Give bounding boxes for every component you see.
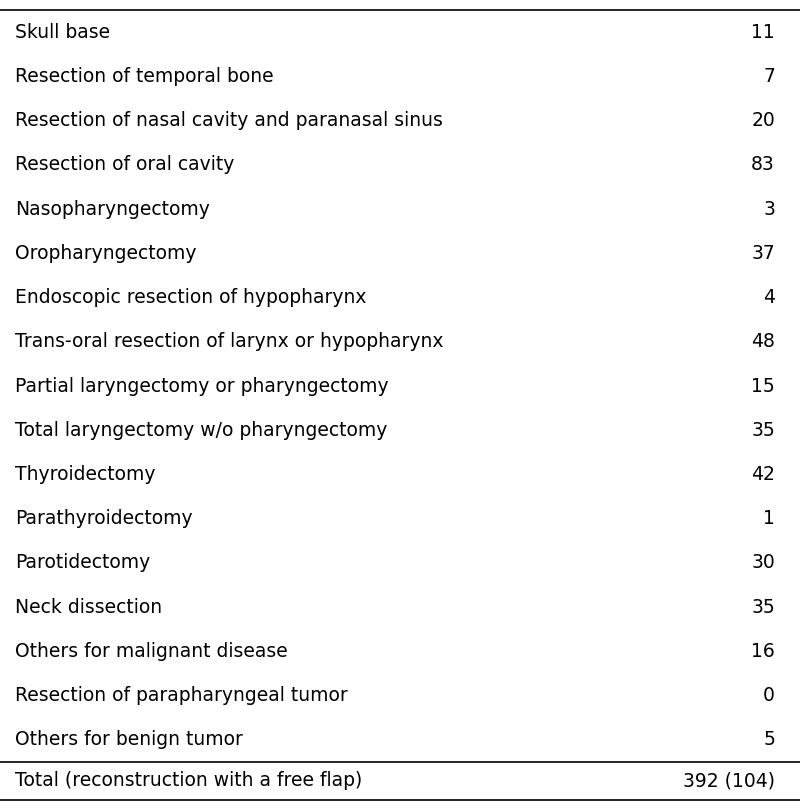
Text: Resection of nasal cavity and paranasal sinus: Resection of nasal cavity and paranasal …	[15, 111, 443, 130]
Text: 7: 7	[763, 67, 775, 86]
Text: Resection of parapharyngeal tumor: Resection of parapharyngeal tumor	[15, 686, 348, 706]
Text: Parathyroidectomy: Parathyroidectomy	[15, 509, 193, 528]
Text: 30: 30	[751, 553, 775, 573]
Text: 11: 11	[751, 23, 775, 41]
Text: 35: 35	[751, 420, 775, 440]
Text: 16: 16	[751, 642, 775, 661]
Text: 83: 83	[751, 156, 775, 174]
Text: 4: 4	[763, 288, 775, 307]
Text: Neck dissection: Neck dissection	[15, 598, 162, 616]
Text: 20: 20	[751, 111, 775, 130]
Text: Skull base: Skull base	[15, 23, 110, 41]
Text: Trans-oral resection of larynx or hypopharynx: Trans-oral resection of larynx or hypoph…	[15, 332, 443, 352]
Text: Nasopharyngectomy: Nasopharyngectomy	[15, 199, 210, 219]
Text: Resection of temporal bone: Resection of temporal bone	[15, 67, 274, 86]
Text: Partial laryngectomy or pharyngectomy: Partial laryngectomy or pharyngectomy	[15, 377, 389, 395]
Text: 15: 15	[751, 377, 775, 395]
Text: Others for benign tumor: Others for benign tumor	[15, 731, 243, 749]
Text: Thyroidectomy: Thyroidectomy	[15, 465, 155, 484]
Text: 5: 5	[763, 731, 775, 749]
Text: Total laryngectomy w/o pharyngectomy: Total laryngectomy w/o pharyngectomy	[15, 420, 387, 440]
Text: 35: 35	[751, 598, 775, 616]
Text: 392 (104): 392 (104)	[683, 771, 775, 791]
Text: Endoscopic resection of hypopharynx: Endoscopic resection of hypopharynx	[15, 288, 366, 307]
Text: 3: 3	[763, 199, 775, 219]
Text: 0: 0	[763, 686, 775, 706]
Text: Oropharyngectomy: Oropharyngectomy	[15, 244, 197, 262]
Text: 1: 1	[763, 509, 775, 528]
Text: Others for malignant disease: Others for malignant disease	[15, 642, 288, 661]
Text: Parotidectomy: Parotidectomy	[15, 553, 150, 573]
Text: 37: 37	[751, 244, 775, 262]
Text: Resection of oral cavity: Resection of oral cavity	[15, 156, 234, 174]
Text: 42: 42	[751, 465, 775, 484]
Text: 48: 48	[751, 332, 775, 352]
Text: Total (reconstruction with a free flap): Total (reconstruction with a free flap)	[15, 771, 362, 791]
